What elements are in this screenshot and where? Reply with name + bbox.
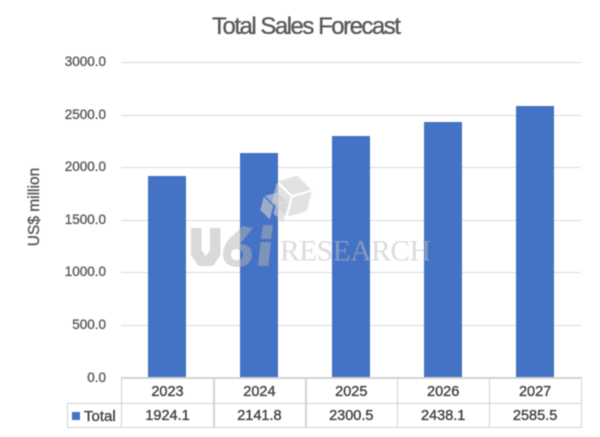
svg-text:RESEARCH: RESEARCH (280, 236, 431, 268)
